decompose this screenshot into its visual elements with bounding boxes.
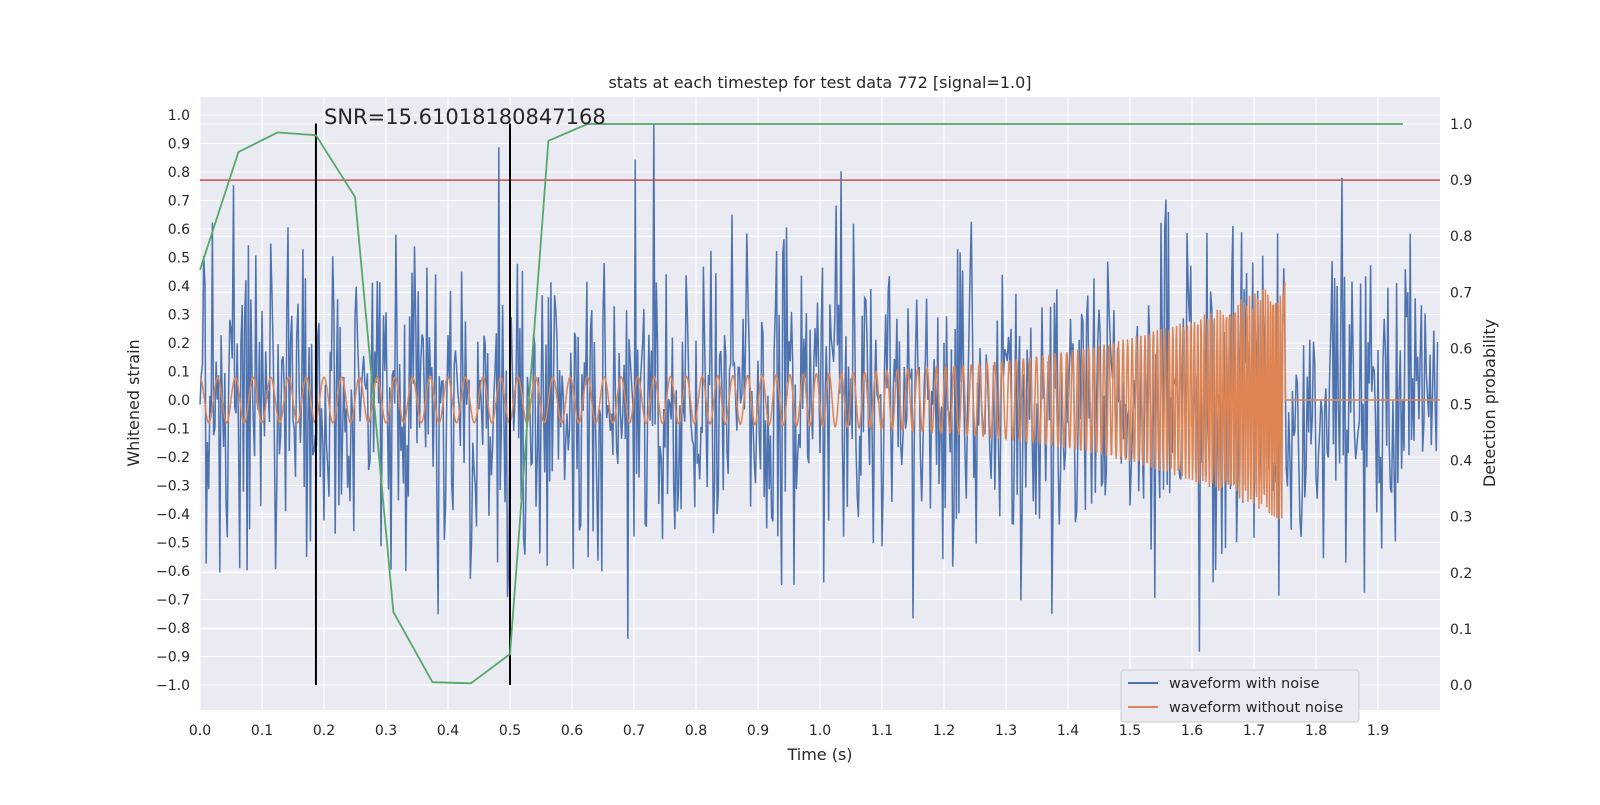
x-tick-label: 0.1 [251,723,273,739]
y2-tick-label: 0.4 [1450,454,1472,470]
y2-tick-label: 0.5 [1450,398,1472,414]
y2-tick-label: 0.2 [1450,566,1472,582]
y2-tick-label: 0.1 [1450,622,1472,638]
x-tick-label: 1.5 [1119,723,1141,739]
y2-tick-label: 0.3 [1450,510,1472,526]
x-tick-label: 1.1 [871,723,893,739]
y2-tick-label: 0.7 [1450,285,1472,301]
chart-title: stats at each timestep for test data 772… [608,73,1031,92]
x-tick-label: 1.2 [933,723,955,739]
y-tick-label: −0.4 [156,507,190,523]
y-tick-label: 0.7 [168,194,190,210]
y-tick-label: 0.9 [168,137,190,153]
y-tick-label: −0.3 [156,479,190,495]
y-tick-label: −0.9 [156,650,190,666]
y-tick-label: −0.8 [156,621,190,637]
x-tick-label: 1.6 [1181,723,1203,739]
y2-axis-label: Detection probability [1480,319,1499,487]
y-tick-label: −0.6 [156,564,190,580]
x-tick-label: 0.2 [313,723,335,739]
y-axis-label: Whitened strain [124,339,143,466]
y2-tick-label: 0.9 [1450,173,1472,189]
x-tick-label: 1.8 [1305,723,1327,739]
x-tick-label: 1.0 [809,723,831,739]
x-tick-label: 0.0 [189,723,211,739]
y-tick-label: 1.0 [168,108,190,124]
y-tick-label: 0.0 [168,393,190,409]
y-tick-label: 0.8 [168,165,190,181]
y-tick-label: −0.1 [156,422,190,438]
y-tick-label: −0.7 [156,593,190,609]
y-tick-label: −1.0 [156,678,190,694]
y-tick-label: 0.2 [168,336,190,352]
snr-annotation: SNR=15.61018180847168 [324,105,606,129]
legend-label-noisy: waveform with noise [1169,676,1320,692]
y-tick-label: 0.1 [168,365,190,381]
y-tick-label: 0.6 [168,222,190,238]
y2-tick-label: 0.8 [1450,229,1472,245]
y-tick-label: 0.3 [168,308,190,324]
y-tick-label: −0.5 [156,536,190,552]
x-tick-label: 0.8 [685,723,707,739]
x-tick-labels: 0.0 0.1 0.2 0.3 0.4 0.5 0.6 0.7 0.8 0.9 1.0 1.1 1.2 1… [189,723,1389,739]
legend: waveform with noise waveform without noi… [1121,670,1359,722]
x-tick-label: 1.9 [1367,723,1389,739]
x-tick-label: 1.3 [995,723,1017,739]
y2-tick-labels: 1.0 0.9 0.8 0.7 0.6 0.5 0.4 0.3 0.2 0.1 0.0 [1450,117,1472,694]
y-tick-label: 0.4 [168,279,190,295]
y-tick-label: −0.2 [156,450,190,466]
x-tick-label: 1.4 [1057,723,1079,739]
x-tick-label: 0.6 [561,723,583,739]
x-tick-label: 1.7 [1243,723,1265,739]
y2-tick-label: 0.6 [1450,341,1472,357]
legend-label-clean: waveform without noise [1169,700,1343,716]
x-tick-label: 0.4 [437,723,459,739]
x-tick-label: 0.5 [499,723,521,739]
y-tick-label: 0.5 [168,251,190,267]
x-tick-label: 0.3 [375,723,397,739]
x-tick-label: 0.7 [623,723,645,739]
y2-tick-label: 1.0 [1450,117,1472,133]
y2-tick-label: 0.0 [1450,678,1472,694]
x-tick-label: 0.9 [747,723,769,739]
x-axis-label: Time (s) [786,745,852,764]
y-tick-labels: 1.0 0.9 0.8 0.7 0.6 0.5 0.4 0.3 0.2 0.1 0.0 −0.1 −0.… [156,108,190,694]
